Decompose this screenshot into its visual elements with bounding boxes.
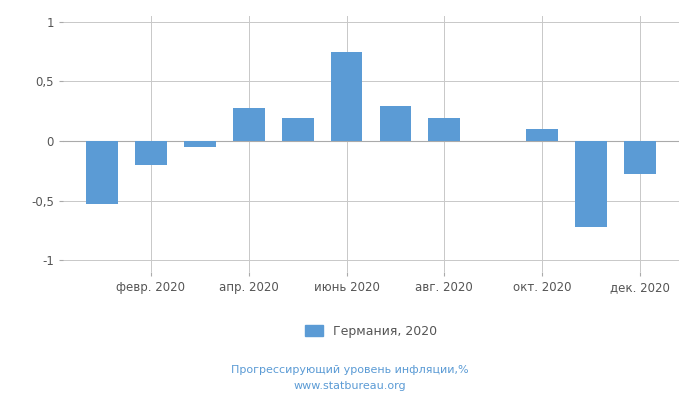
Bar — [233, 108, 265, 141]
Bar — [282, 118, 314, 141]
Bar — [135, 141, 167, 165]
Bar — [379, 106, 412, 141]
Bar — [86, 141, 118, 204]
Text: www.statbureau.org: www.statbureau.org — [294, 381, 406, 391]
Bar — [526, 129, 558, 141]
Bar — [330, 52, 363, 141]
Bar — [428, 118, 460, 141]
Bar — [184, 141, 216, 147]
Legend: Германия, 2020: Германия, 2020 — [300, 320, 442, 342]
Text: Прогрессирующий уровень инфляции,%: Прогрессирующий уровень инфляции,% — [231, 365, 469, 375]
Bar — [624, 141, 656, 174]
Bar — [575, 141, 607, 227]
